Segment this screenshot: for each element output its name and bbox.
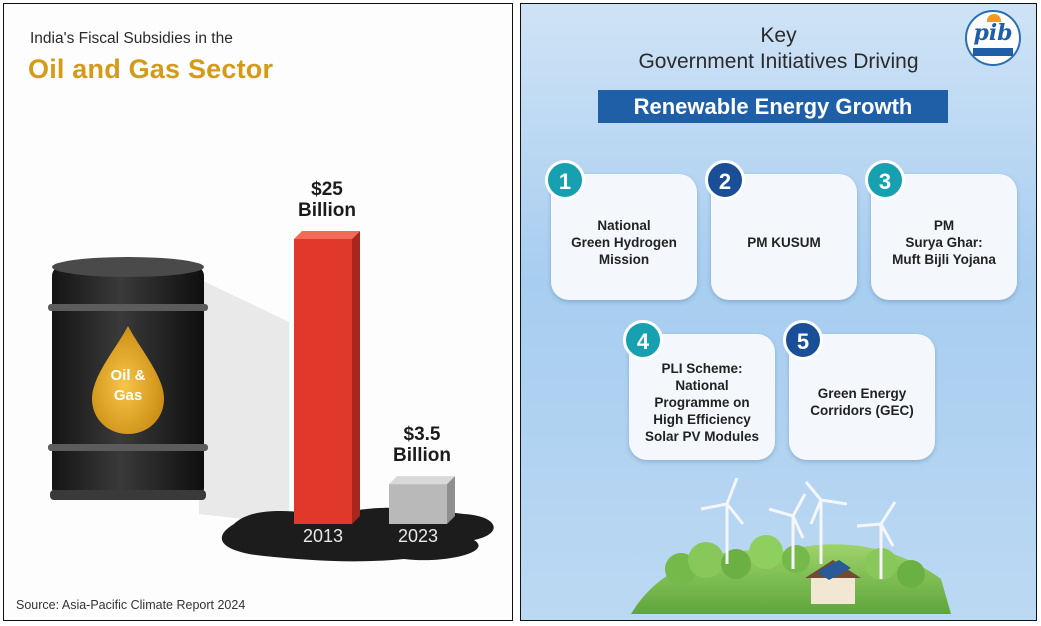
category-label-2013: 2013 — [302, 526, 344, 546]
bar-front — [389, 484, 447, 524]
initiative-number-1: 1 — [545, 160, 585, 200]
data-label-2023: $3.5 Billion — [367, 424, 477, 466]
initiative-number-3: 3 — [865, 160, 905, 200]
initiative-line: Corridors (GEC) — [810, 403, 914, 418]
bar-2023 — [389, 476, 455, 524]
initiative-card-5: Green Energy Corridors (GEC) — [789, 334, 935, 460]
wind-turbines-icon — [700, 477, 897, 579]
data-label-value: $25 — [311, 179, 343, 200]
initiative-line: Muft Bijli Yojana — [892, 251, 996, 267]
initiative-card-text: PM Surya Ghar: Muft Bijli Yojana — [892, 217, 996, 268]
initiative-line: PM — [933, 217, 955, 233]
initiative-line: National — [675, 377, 729, 393]
initiative-line: Mission — [598, 251, 650, 267]
initiative-line: High Efficiency — [653, 411, 751, 427]
source-note: Source: Asia-Pacific Climate Report 2024 — [16, 598, 246, 612]
bar-side — [352, 231, 360, 524]
bar-series — [294, 231, 455, 524]
initiative-line: Surya Ghar: — [905, 234, 983, 250]
data-label-2013: $25 Billion — [272, 179, 382, 221]
initiative-line: Green Energy — [817, 386, 907, 401]
initiative-card-text: Green Energy Corridors (GEC) — [810, 385, 914, 419]
trees-icon — [665, 535, 925, 588]
initiative-card-4: PLI Scheme: National Programme on High E… — [629, 334, 775, 460]
bar-front — [294, 239, 352, 524]
logo-sun-icon — [987, 14, 1001, 22]
chart-subtitle: India's Fiscal Subsidies in the — [30, 30, 233, 47]
logo-band-icon — [973, 48, 1013, 56]
initiative-number-2: 2 — [705, 160, 745, 200]
subsidy-chart-graphic — [48, 231, 494, 562]
heading-line2: Government Initiatives Driving — [638, 50, 919, 73]
barrel-label-line2: Gas — [113, 387, 143, 404]
initiative-card-3: PM Surya Ghar: Muft Bijli Yojana — [871, 174, 1017, 300]
landscape-illustration — [631, 477, 951, 614]
solar-house-icon — [805, 560, 861, 604]
category-label-2023: 2023 — [397, 526, 439, 546]
initiative-line: National — [597, 217, 651, 233]
heading-line1: Key — [760, 24, 797, 47]
initiative-card-2: PM KUSUM — [711, 174, 857, 300]
initiative-number-4: 4 — [623, 320, 663, 360]
initiative-line: PLI Scheme: — [661, 360, 743, 376]
logo-text: pib — [973, 20, 1013, 46]
bar-top — [294, 231, 360, 239]
data-label-unit: Billion — [297, 200, 357, 221]
initiative-line: Solar PV Modules — [644, 428, 760, 444]
bar-side — [447, 476, 455, 524]
initiative-card-text: PLI Scheme: National Programme on High E… — [645, 360, 759, 445]
bar-top — [389, 476, 455, 485]
initiative-line: Programme on — [654, 394, 750, 410]
renewable-initiatives-panel: pib Key Government Initiatives Driving R… — [520, 3, 1037, 621]
initiative-card-text: National Green Hydrogen Mission — [571, 217, 677, 268]
barrel-label: Oil & Gas — [88, 366, 168, 406]
initiative-card-text: PM KUSUM — [747, 234, 821, 251]
initiative-line: PM KUSUM — [747, 234, 821, 250]
barrel-shadow — [199, 279, 289, 524]
heading-banner: Renewable Energy Growth — [598, 90, 948, 123]
initiative-card-1: National Green Hydrogen Mission — [551, 174, 697, 300]
pib-logo: pib — [965, 10, 1021, 66]
initiative-number-5: 5 — [783, 320, 823, 360]
barrel-label-line1: Oil & — [110, 367, 146, 384]
chart-title: Oil and Gas Sector — [28, 54, 274, 84]
oil-drop-icon — [92, 326, 164, 434]
oil-barrel-icon — [48, 257, 208, 500]
data-label-unit: Billion — [392, 445, 452, 467]
subsidy-infographic-panel: India's Fiscal Subsidies in the Oil and … — [3, 3, 513, 621]
data-label-value: $3.5 — [403, 424, 441, 446]
initiative-line: Green Hydrogen — [571, 234, 677, 250]
bar-2013 — [294, 231, 360, 524]
